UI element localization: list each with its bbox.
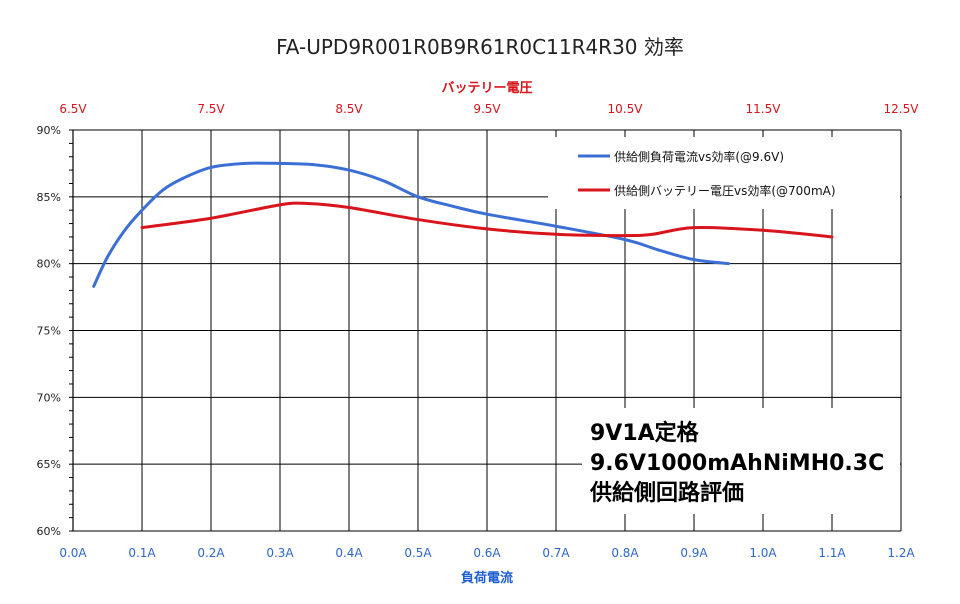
x-tick-label: 0.4A bbox=[335, 546, 363, 560]
y-tick-label: 80% bbox=[37, 258, 61, 271]
series-line-1 bbox=[92, 161, 730, 288]
annotation-line: 供給側回路評価 bbox=[589, 480, 744, 506]
x-tick-label: 0.9A bbox=[680, 546, 708, 560]
x-tick-label: 1.0A bbox=[749, 546, 777, 560]
x-tick-label: 0.1A bbox=[128, 546, 156, 560]
x-tick-label: 0.5A bbox=[404, 546, 432, 560]
x-tick-label: 0.6A bbox=[473, 546, 501, 560]
series-line-2 bbox=[140, 201, 834, 239]
bottom-axis-title: 負荷電流 bbox=[461, 570, 513, 586]
x2-tick-label: 6.5V bbox=[59, 102, 87, 116]
x2-tick-label: 8.5V bbox=[335, 102, 363, 116]
x2-tick-label: 10.5V bbox=[608, 102, 644, 116]
chart-title: FA-UPD9R001R0B9R61R0C11R4R30 効率 bbox=[276, 35, 684, 59]
axis-ticks: 0.0A 0.1A 0.2A 0.3A 0.4A 0.5A 0.6A 0.7A 0.8A 0.9A… bbox=[37, 102, 920, 560]
annotation-background bbox=[582, 408, 900, 514]
x-tick-label: 0.7A bbox=[542, 546, 570, 560]
x2-tick-label: 11.5V bbox=[746, 102, 782, 116]
annotation-line: 9V1A定格 bbox=[590, 420, 700, 446]
x2-tick-label: 12.5V bbox=[884, 102, 920, 116]
legend-label: 供給側バッテリー電圧vs効率(@700mA) bbox=[614, 183, 836, 198]
y-tick-label: 75% bbox=[37, 325, 61, 338]
y-tick-label: 70% bbox=[37, 391, 61, 404]
x-tick-label: 0.3A bbox=[266, 546, 294, 560]
series-lines bbox=[92, 161, 834, 288]
y-tick-label: 85% bbox=[37, 191, 61, 204]
x-tick-label: 1.1A bbox=[818, 546, 846, 560]
legend-box bbox=[548, 137, 900, 209]
x-tick-label: 0.2A bbox=[197, 546, 225, 560]
y-tick-label: 90% bbox=[37, 124, 61, 137]
legend-label: 供給側負荷電流vs効率(@9.6V) bbox=[614, 149, 784, 164]
x2-tick-label: 7.5V bbox=[197, 102, 225, 116]
top-axis-title: バッテリー電圧 bbox=[441, 81, 532, 96]
annotation-line: 9.6V1000mAhNiMH0.3C bbox=[590, 451, 884, 476]
x-tick-label: 0.8A bbox=[611, 546, 639, 560]
annotation-block: 9V1A定格 9.6V1000mAhNiMH0.3C 供給側回路評価 bbox=[582, 408, 900, 514]
y-tick-label: 60% bbox=[37, 525, 61, 538]
x-tick-label: 0.0A bbox=[59, 546, 87, 560]
y-tick-label: 65% bbox=[37, 458, 61, 471]
x2-tick-label: 9.5V bbox=[473, 102, 501, 116]
legend: 供給側負荷電流vs効率(@9.6V) 供給側バッテリー電圧vs効率(@700mA) bbox=[548, 137, 900, 209]
x-tick-label: 1.2A bbox=[887, 546, 915, 560]
